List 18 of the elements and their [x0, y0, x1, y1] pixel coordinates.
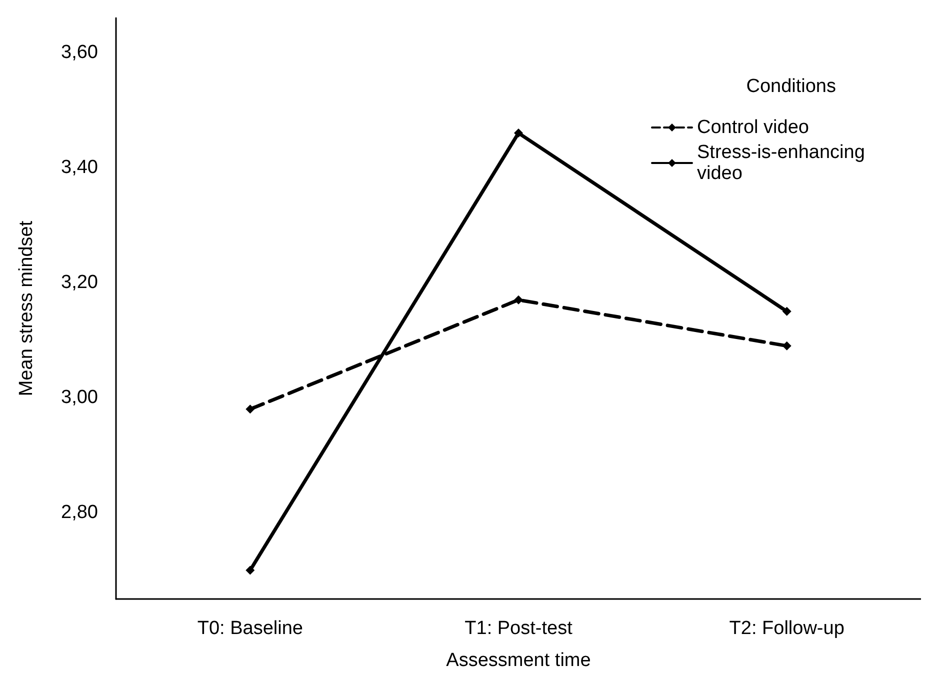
y-tick-label: 3,60	[61, 42, 98, 64]
legend-label: Stress-is-enhancing video	[697, 142, 870, 184]
y-tick-label: 3,40	[61, 157, 98, 178]
y-axis-title: Mean stress mindset	[16, 220, 37, 396]
x-axis-title: Assessment time	[446, 650, 591, 671]
legend-label: Control video	[697, 117, 809, 138]
point	[246, 566, 255, 575]
y-tick-label: 3,00	[61, 387, 98, 408]
y-tick-label: 2,80	[61, 502, 98, 524]
x-tick-label: T2: Follow-up	[729, 618, 844, 639]
x-tick-label: T1: Post-test	[464, 618, 574, 639]
y-tick-label: 3,20	[61, 272, 98, 294]
point	[514, 295, 523, 304]
legend-title: Conditions	[746, 76, 836, 97]
point	[782, 306, 792, 316]
point	[246, 404, 255, 414]
x-tick-label: T0: Baseline	[197, 618, 303, 639]
point	[514, 128, 523, 138]
